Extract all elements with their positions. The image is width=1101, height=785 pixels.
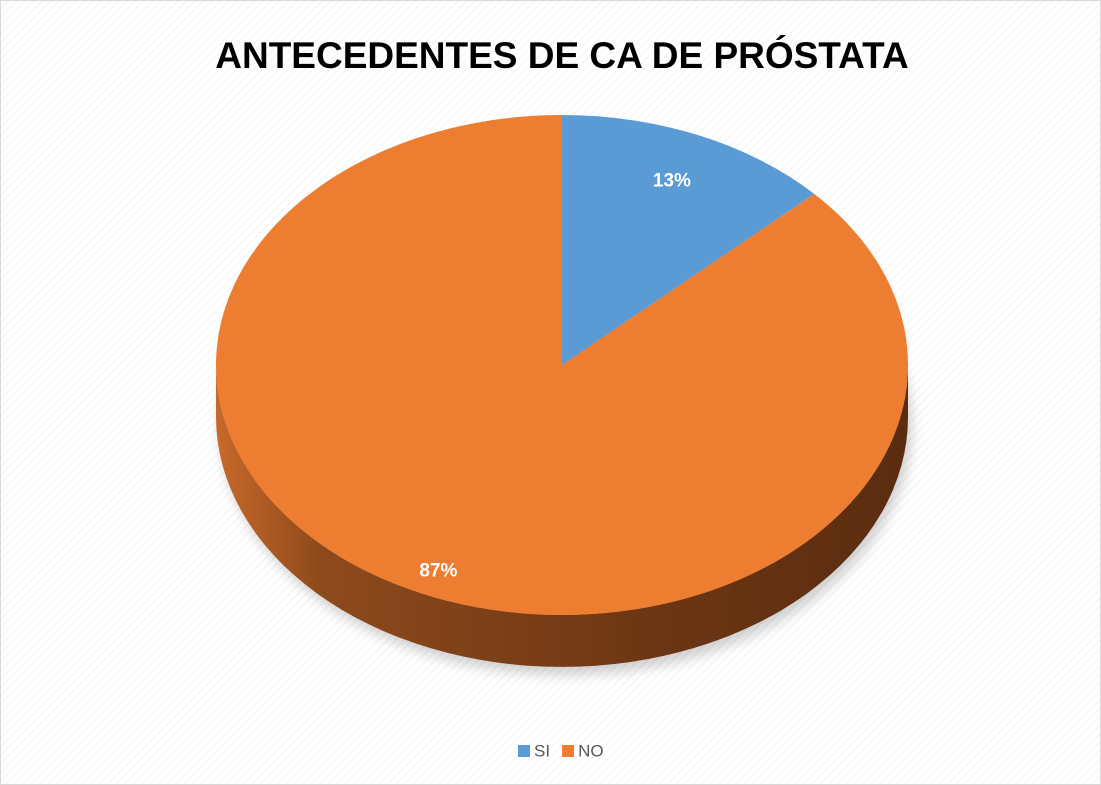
legend-label: NO <box>578 741 604 760</box>
data-label: 13% <box>653 170 691 191</box>
pie-slice <box>562 115 815 365</box>
pie-side <box>216 365 908 667</box>
chart-title: ANTECEDENTES DE CA DE PRÓSTATA <box>215 34 908 76</box>
pie-slice <box>215 115 908 616</box>
data-label: 87% <box>419 561 457 582</box>
legend-swatch <box>518 745 530 757</box>
legend-label: SI <box>534 741 550 760</box>
legend-swatch <box>562 745 575 757</box>
